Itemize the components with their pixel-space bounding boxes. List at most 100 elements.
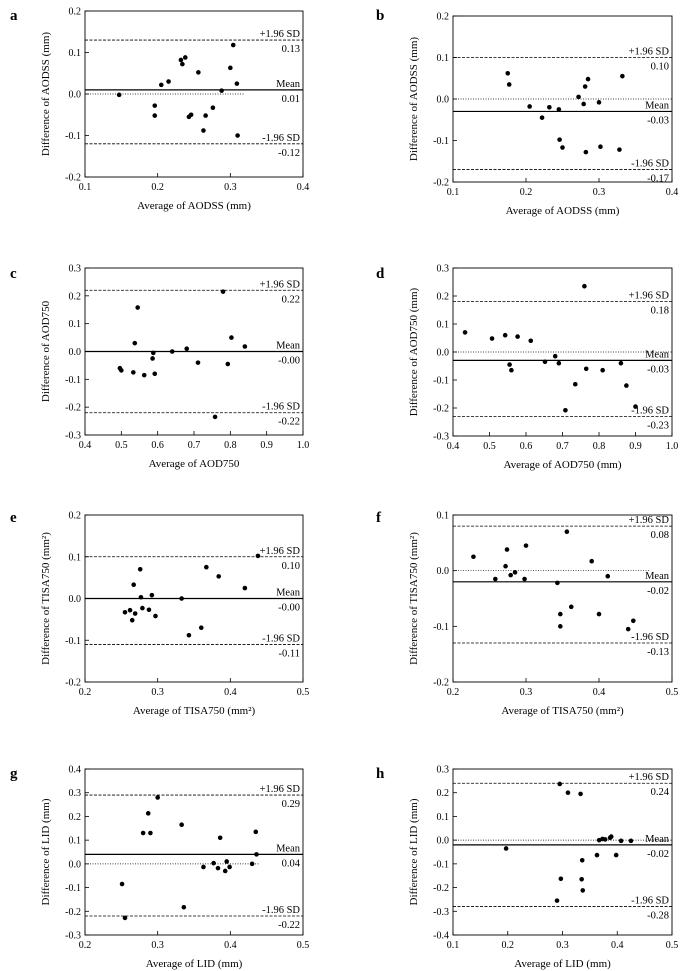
data-point: [219, 88, 224, 93]
data-point: [489, 336, 495, 341]
data-point: [229, 335, 234, 340]
upper-line-label: +1.96 SD: [629, 772, 670, 783]
x-tick-label: 0.9: [260, 440, 273, 451]
x-tick-label: 0.6: [151, 440, 164, 451]
upper-line-label: +1.96 SD: [629, 291, 670, 302]
data-point: [580, 888, 586, 893]
y-tick-label: -0.1: [65, 131, 81, 142]
chart-panel-b: b 0.1 0.2 0.3 0.4 -0.2 -0.1 0.0 0.1 0.2 Average of…: [376, 8, 678, 217]
data-point: [523, 543, 529, 548]
mean-line-label: Mean: [645, 834, 670, 845]
x-tick-label: 0.6: [520, 441, 533, 452]
data-point: [201, 128, 206, 133]
data-point: [119, 368, 124, 373]
data-point: [579, 876, 584, 882]
data-point: [598, 144, 603, 150]
data-point: [188, 112, 194, 118]
data-point: [178, 57, 184, 63]
y-tick-label: -0.2: [65, 907, 81, 918]
x-tick-label: 0.5: [666, 687, 679, 698]
y-tick-label: -0.1: [433, 622, 449, 633]
data-point: [471, 554, 476, 560]
data-point: [253, 829, 259, 835]
x-tick-label: 1.0: [297, 440, 310, 451]
data-point: [216, 574, 222, 579]
y-tick-label: -0.2: [433, 883, 449, 894]
lower-line-label: -1.96 SD: [631, 405, 669, 416]
plot-frame: [452, 768, 673, 936]
data-point: [119, 881, 125, 887]
lower-line-label: -1.96 SD: [262, 633, 300, 644]
y-axis-label: Difference of AOD750: [40, 300, 52, 402]
data-point: [558, 624, 563, 629]
y-tick-label: -0.1: [65, 883, 81, 894]
y-tick-label: 0.0: [437, 348, 450, 359]
lower-value-label: -0.22: [278, 920, 300, 931]
mean-line-label: Mean: [645, 571, 670, 582]
y-tick-label: 0.2: [437, 292, 450, 303]
y-axis-label: Difference of LID (mm): [408, 798, 420, 905]
chart-panel-g: g 0.2 0.3 0.4 0.5 -0.3 -0.2 -0.1 0.0 0.1 0.2 0.3 0.4…: [10, 765, 309, 971]
y-tick-label: 0.2: [69, 812, 82, 823]
y-tick-label: 0.2: [69, 511, 82, 522]
x-tick-label: 0.4: [297, 182, 310, 193]
chart-panel-d: d 0.4 0.5 0.6 0.7 0.8 0.9 1.0 -0.3 -0.2 -0.1 0.0 0.1…: [376, 264, 678, 472]
data-point: [132, 611, 138, 616]
data-point: [179, 596, 184, 601]
data-point: [196, 70, 201, 75]
mean-value-label: -0.02: [647, 586, 669, 597]
data-point: [512, 570, 518, 575]
data-point: [594, 852, 600, 858]
data-point: [506, 82, 512, 87]
data-point: [557, 137, 562, 142]
data-point: [539, 115, 545, 120]
data-point: [576, 94, 581, 100]
data-point: [186, 632, 192, 638]
mean-value-label: -0.00: [278, 603, 300, 614]
data-point: [564, 529, 570, 534]
data-point: [560, 145, 565, 150]
data-point: [578, 791, 583, 797]
data-point: [556, 107, 562, 112]
data-point: [505, 70, 511, 76]
data-point: [198, 625, 204, 631]
y-tick-label: 0.3: [437, 264, 450, 275]
data-point: [255, 553, 261, 559]
data-point: [180, 61, 185, 67]
data-point: [583, 149, 589, 155]
data-point: [613, 852, 619, 858]
upper-line-label: +1.96 SD: [629, 47, 670, 58]
data-point: [212, 414, 218, 420]
mean-line-label: Mean: [276, 843, 301, 854]
data-point: [122, 915, 128, 921]
x-tick-label: 0.2: [79, 940, 92, 951]
y-tick-label: 0.0: [437, 566, 450, 577]
data-point: [563, 407, 568, 413]
x-axis-label: Average of AODSS (mm): [137, 200, 251, 212]
data-point: [579, 858, 585, 863]
data-point: [148, 830, 153, 836]
data-point: [620, 73, 625, 79]
x-tick-label: 0.5: [297, 687, 310, 698]
y-tick-label: 0.1: [437, 320, 450, 331]
x-tick-label: 0.4: [79, 440, 92, 451]
data-point: [203, 113, 208, 118]
x-tick-label: 0.4: [611, 940, 624, 951]
data-point: [141, 372, 147, 378]
upper-value-label: 0.18: [651, 306, 669, 317]
data-point: [217, 835, 223, 841]
data-point: [618, 838, 624, 844]
data-point: [582, 84, 588, 89]
x-axis-label: Average of AOD750 (mm): [503, 459, 621, 471]
data-point: [565, 790, 571, 796]
y-tick-label: 0.1: [69, 836, 82, 847]
x-tick-label: 0.7: [556, 441, 569, 452]
upper-line-label: +1.96 SD: [629, 515, 670, 526]
y-tick-label: 0.1: [69, 552, 82, 563]
data-point: [558, 611, 563, 617]
data-point: [509, 367, 514, 373]
data-point: [633, 404, 638, 409]
x-tick-label: 0.4: [447, 441, 460, 452]
x-axis-label: Average of LID (mm): [514, 958, 611, 970]
x-tick-label: 0.9: [629, 441, 642, 452]
